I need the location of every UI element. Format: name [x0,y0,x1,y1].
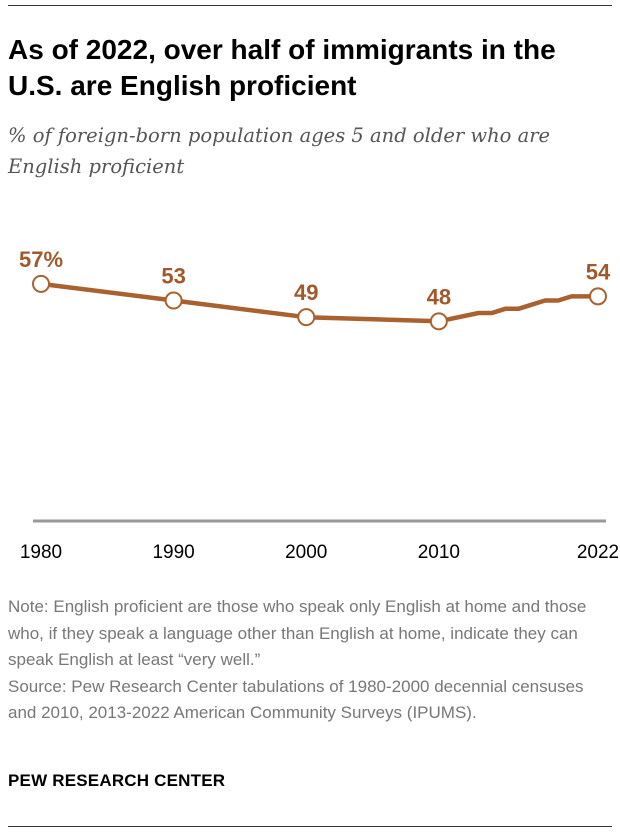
data-point-marker [32,274,50,293]
source-text: Source: Pew Research Center tabulations … [8,676,584,723]
series-line [38,281,601,324]
x-tick-label: 2000 [285,542,327,563]
notes-block: Note: English proficient are those who s… [8,594,612,727]
x-tick-label: 1990 [152,542,194,563]
note-text: Note: English proficient are those who s… [8,597,587,669]
data-label: 57% [19,247,63,272]
top-rule [8,5,612,6]
data-point-marker [297,308,316,327]
x-tick-label: 2022 [577,542,619,563]
chart-subtitle: % of foreign-born population ages 5 and … [8,124,551,178]
data-point-marker [429,312,448,331]
data-point-marker [164,291,183,310]
data-label: 53 [161,264,185,289]
x-tick-label: 2010 [418,542,460,563]
data-point-marker [589,287,607,306]
pew-logo-text: PEW RESEARCH CENTER [8,771,226,790]
x-tick-label: 1980 [20,542,62,563]
data-label: 48 [427,284,451,309]
chart-title: As of 2022, over half of immigrants in t… [8,34,556,101]
line-chart: 1980 1990 2000 2010 2022 57% 53 49 48 54 [19,247,619,563]
bottom-rule [8,826,612,827]
data-label: 54 [586,259,611,284]
data-label: 49 [294,280,318,305]
